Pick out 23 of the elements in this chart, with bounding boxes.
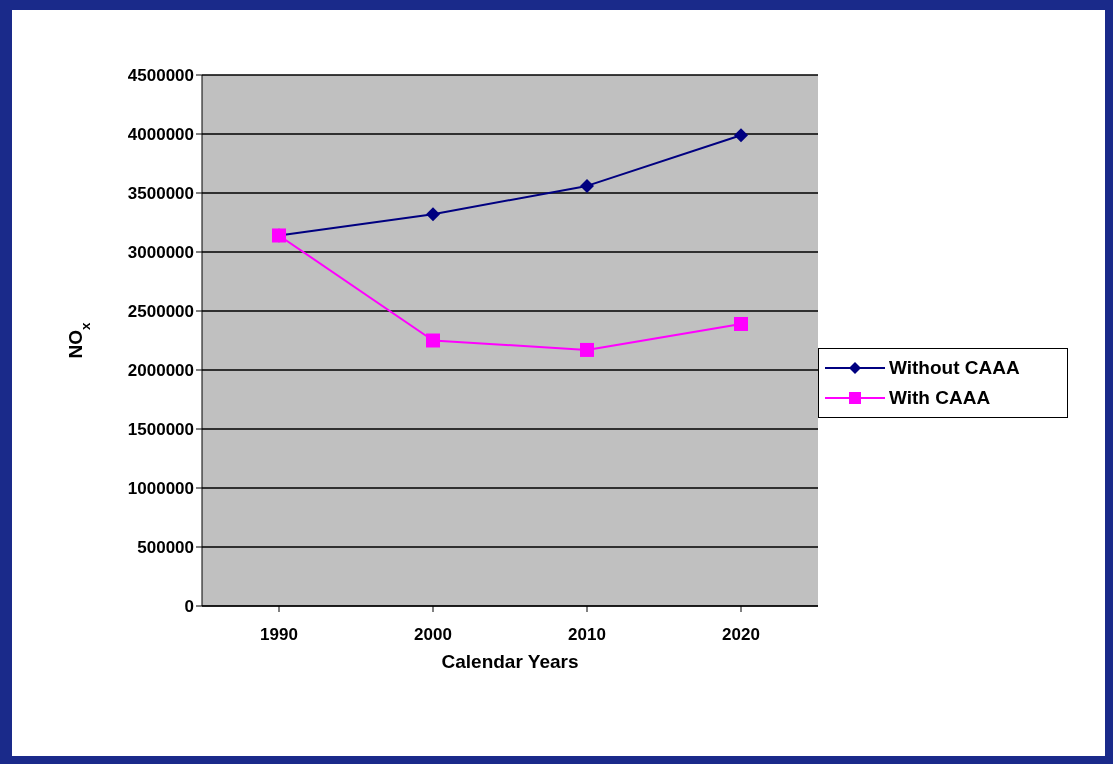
point [734,316,748,331]
point [426,333,440,348]
x-tick-label: 1990 [260,625,298,645]
x-tick-label: 2020 [722,625,760,645]
x-axis-title: Calendar Years [441,651,579,672]
point [734,128,748,143]
legend-label: Without CAAA [889,357,1020,379]
y-tick-label: 4000000 [127,125,194,145]
y-tick-label: 2000000 [127,361,194,381]
point [580,178,594,193]
y-tick-label: 1500000 [127,420,194,440]
y-tick-label: 3500000 [127,184,194,204]
y-tick-label: 2500000 [127,302,194,322]
y-tick-label: 3000000 [127,243,194,263]
y-tick-label: 1000000 [127,479,194,499]
legend-label: With CAAA [889,387,991,409]
y-tick-label: 4500000 [127,66,194,86]
x-tick-label: 2010 [568,625,606,645]
point [426,207,440,222]
x-tick-label: 2000 [414,625,452,645]
point [580,342,594,357]
y-tick-label: 500000 [137,538,194,558]
y-tick-label: 0 [184,597,194,617]
